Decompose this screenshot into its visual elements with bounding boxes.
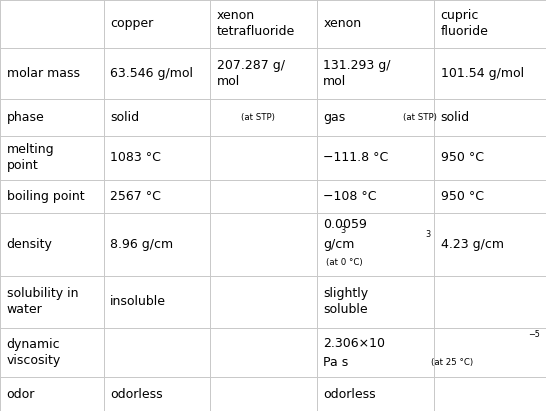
Text: melting
point: melting point: [7, 143, 54, 172]
Text: 4.23 g/cm: 4.23 g/cm: [441, 238, 503, 251]
Text: gas: gas: [323, 111, 346, 124]
Text: dynamic
viscosity: dynamic viscosity: [7, 338, 61, 367]
Text: copper: copper: [110, 17, 153, 30]
Text: boiling point: boiling point: [7, 190, 84, 203]
Text: 0.0059: 0.0059: [323, 218, 367, 231]
Text: 207.287 g/
mol: 207.287 g/ mol: [217, 59, 285, 88]
Text: cupric
fluoride: cupric fluoride: [441, 9, 489, 38]
Text: insoluble: insoluble: [110, 296, 167, 308]
Text: density: density: [7, 238, 52, 251]
Text: phase: phase: [7, 111, 44, 124]
Text: −108 °C: −108 °C: [323, 190, 377, 203]
Text: 1083 °C: 1083 °C: [110, 151, 161, 164]
Text: (at STP): (at STP): [241, 113, 275, 122]
Text: (at STP): (at STP): [402, 113, 436, 122]
Text: solid: solid: [441, 111, 470, 124]
Text: 8.96 g/cm: 8.96 g/cm: [110, 238, 174, 251]
Text: 950 °C: 950 °C: [441, 151, 484, 164]
Text: g/cm: g/cm: [323, 238, 354, 251]
Text: xenon
tetrafluoride: xenon tetrafluoride: [217, 9, 295, 38]
Text: molar mass: molar mass: [7, 67, 80, 80]
Text: odor: odor: [7, 388, 35, 401]
Text: Pa s: Pa s: [323, 356, 348, 369]
Text: 3: 3: [425, 230, 431, 239]
Text: −5: −5: [527, 330, 539, 339]
Text: odorless: odorless: [110, 388, 163, 401]
Text: 950 °C: 950 °C: [441, 190, 484, 203]
Text: 101.54 g/mol: 101.54 g/mol: [441, 67, 524, 80]
Text: odorless: odorless: [323, 388, 376, 401]
Text: slightly
soluble: slightly soluble: [323, 287, 369, 316]
Text: −111.8 °C: −111.8 °C: [323, 151, 389, 164]
Text: solid: solid: [110, 111, 139, 124]
Text: (at 25 °C): (at 25 °C): [431, 358, 473, 367]
Text: 3: 3: [340, 226, 346, 235]
Text: 131.293 g/
mol: 131.293 g/ mol: [323, 59, 391, 88]
Text: 63.546 g/mol: 63.546 g/mol: [110, 67, 193, 80]
Text: solubility in
water: solubility in water: [7, 287, 78, 316]
Text: (at 0 °C): (at 0 °C): [326, 258, 363, 267]
Text: 2567 °C: 2567 °C: [110, 190, 161, 203]
Text: 2.306×10: 2.306×10: [323, 337, 385, 350]
Text: xenon: xenon: [323, 17, 361, 30]
